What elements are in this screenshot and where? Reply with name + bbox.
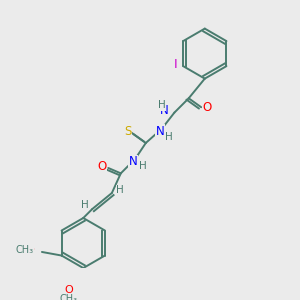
Text: H: H [81, 200, 89, 210]
Text: O: O [64, 285, 73, 296]
Text: I: I [174, 58, 178, 71]
Text: H: H [158, 100, 166, 110]
Text: N: N [159, 104, 168, 117]
Text: N: N [129, 155, 138, 168]
Text: CH₃: CH₃ [60, 294, 78, 300]
Text: CH₃: CH₃ [15, 245, 33, 255]
Text: S: S [124, 125, 132, 138]
Text: H: H [116, 185, 124, 195]
Text: O: O [98, 160, 107, 173]
Text: O: O [203, 101, 212, 114]
Text: H: H [139, 161, 147, 171]
Text: N: N [156, 125, 164, 138]
Text: H: H [165, 132, 173, 142]
Text: O: O [25, 245, 34, 255]
